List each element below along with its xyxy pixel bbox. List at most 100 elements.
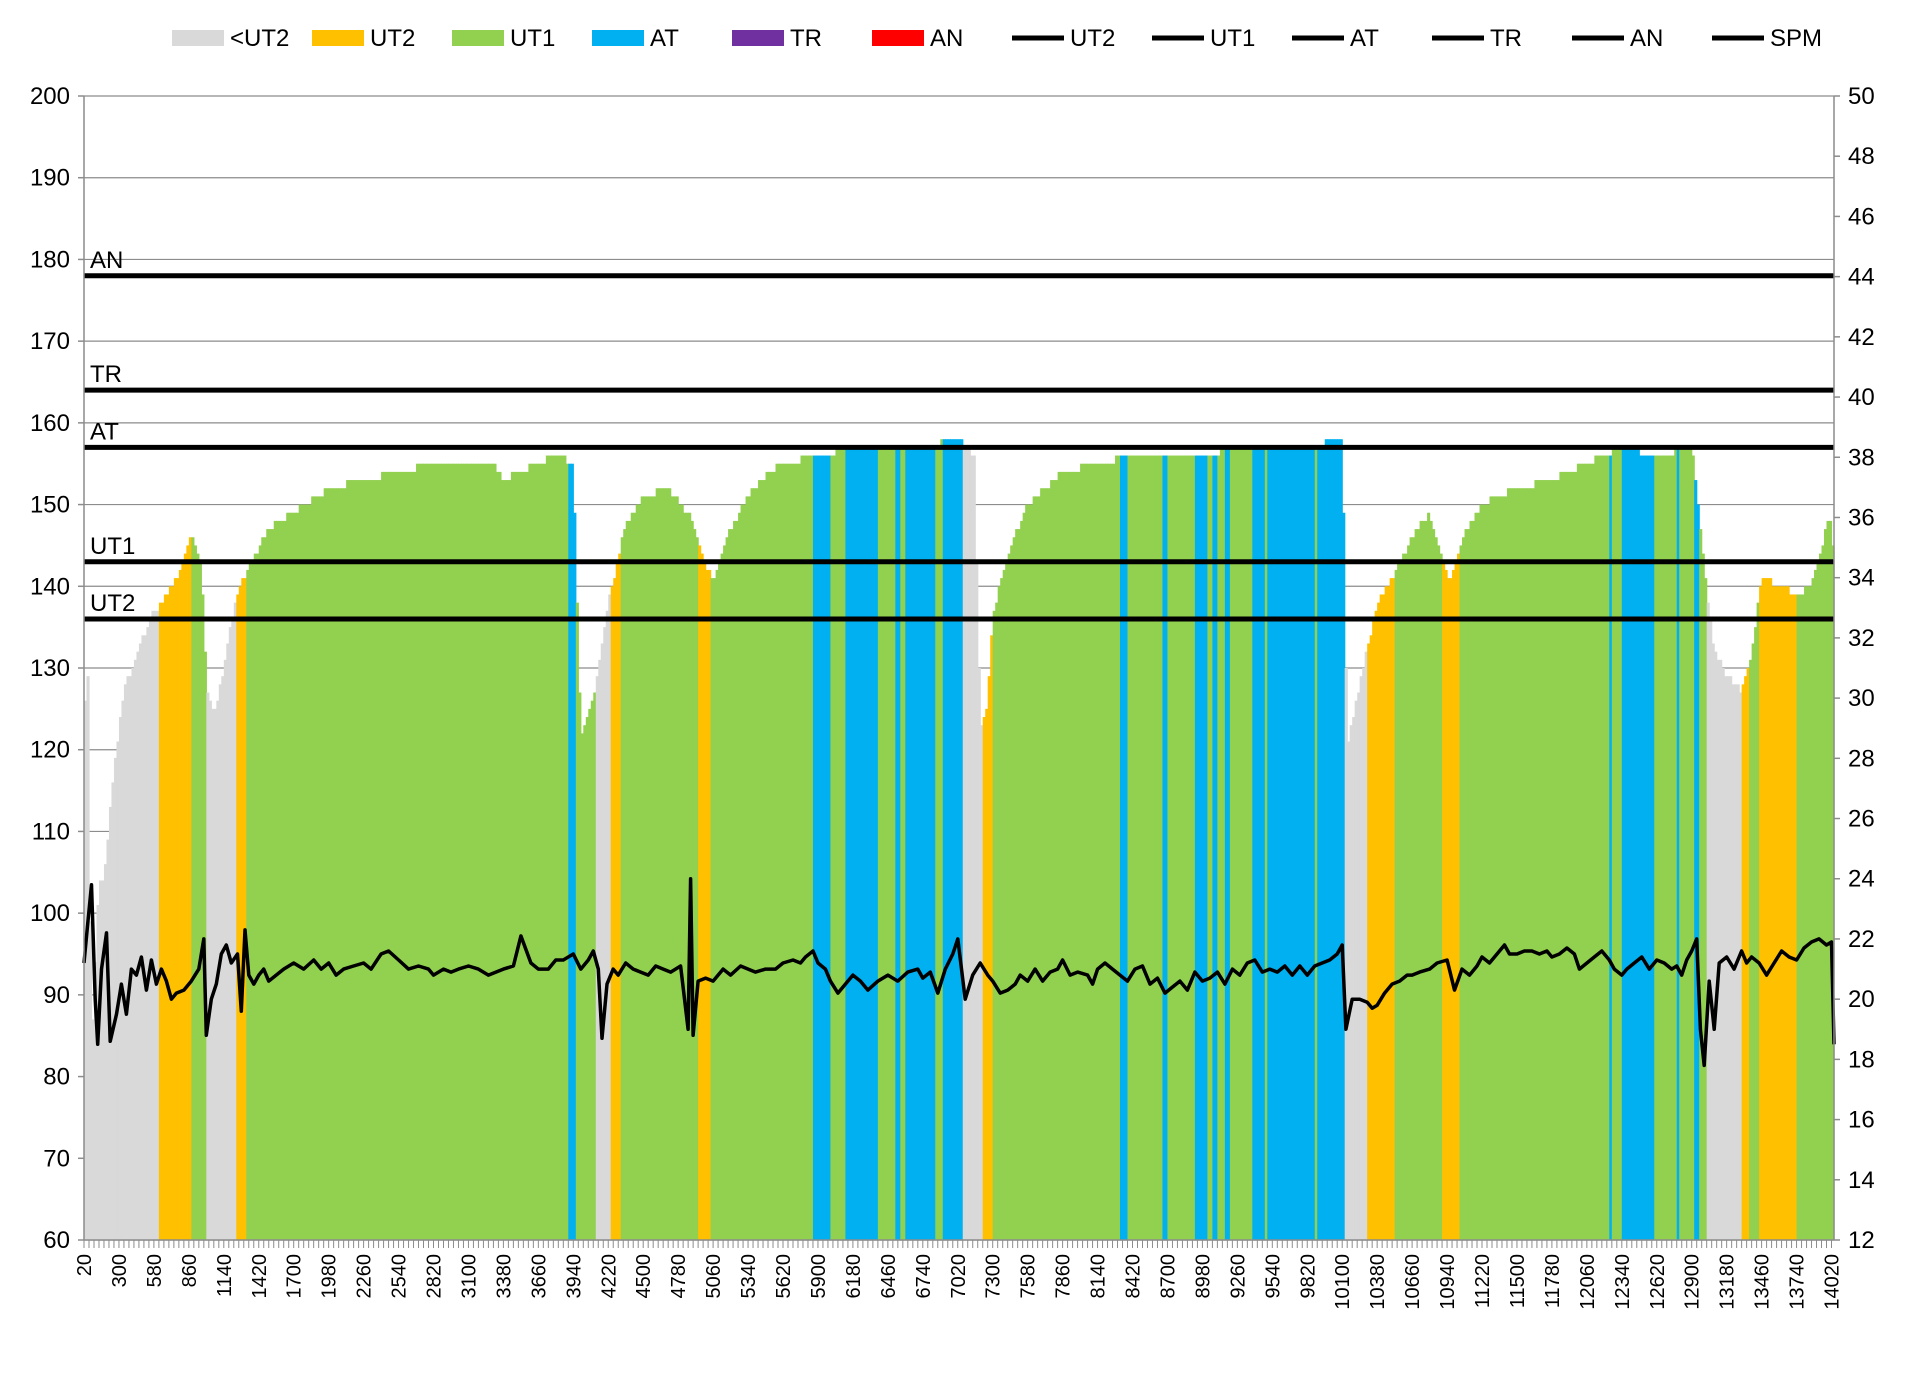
x-tick-label: 7860 — [1053, 1254, 1075, 1299]
hr-bar — [1806, 586, 1810, 1240]
hr-bar — [1789, 594, 1793, 1240]
hr-bar — [268, 529, 272, 1240]
hr-bar — [1524, 488, 1528, 1241]
hr-bar — [306, 504, 310, 1240]
hr-bar — [1551, 480, 1555, 1240]
hr-bar — [168, 586, 172, 1240]
hr-bar — [805, 455, 809, 1240]
hr-bar — [812, 455, 817, 1240]
hr-bar — [1309, 447, 1313, 1240]
y2-tick-label: 22 — [1848, 926, 1875, 953]
hr-bar — [103, 864, 108, 1240]
legend-label: UT2 — [1070, 25, 1115, 52]
y2-tick-label: 14 — [1848, 1167, 1875, 1194]
hr-bar — [1696, 504, 1700, 1240]
hr-bar — [705, 569, 709, 1240]
hr-bar — [1412, 537, 1416, 1240]
x-tick-label: 5620 — [773, 1254, 795, 1299]
hr-bar — [965, 447, 969, 1240]
x-tick-label: 3660 — [528, 1254, 550, 1299]
hr-bar — [1015, 529, 1019, 1240]
hr-bar — [1494, 496, 1498, 1240]
hr-bar — [1589, 463, 1593, 1241]
hr-bar — [241, 578, 245, 1240]
hr-bar — [930, 447, 934, 1240]
hr-bar — [1334, 439, 1338, 1240]
spm-line-group — [82, 876, 1836, 1068]
hr-bar — [391, 471, 395, 1240]
hr-bar — [775, 463, 779, 1241]
hr-bar — [538, 463, 542, 1241]
hr-bar — [658, 488, 662, 1241]
hr-bar — [655, 488, 659, 1241]
hr-bar — [1601, 455, 1605, 1240]
hr-bar — [765, 471, 769, 1240]
hr-bar — [980, 725, 984, 1240]
hr-bar — [376, 480, 380, 1240]
hr-bar — [271, 529, 275, 1240]
hr-bar — [605, 610, 609, 1240]
y2-tick-label: 30 — [1848, 685, 1875, 712]
x-tick-label: 11220 — [1472, 1254, 1494, 1308]
hr-bar — [1501, 496, 1506, 1240]
hr-bar — [1452, 569, 1456, 1240]
hr-bar — [1025, 504, 1029, 1240]
hr-bar — [600, 643, 604, 1240]
hr-bar — [895, 447, 899, 1240]
hr-bar — [1549, 480, 1553, 1240]
hr-bar — [1174, 455, 1179, 1240]
threshold-label-at: AT — [90, 418, 119, 445]
y-tick-label: 90 — [43, 982, 70, 1009]
hr-bar — [206, 692, 210, 1240]
hr-bar — [1586, 463, 1590, 1241]
hr-bar — [915, 447, 919, 1240]
hr-bar — [251, 561, 255, 1240]
hr-bar — [1442, 561, 1446, 1240]
y-tick-label: 60 — [43, 1227, 70, 1254]
hr-bar — [1007, 553, 1011, 1240]
spm-line — [82, 876, 1836, 1068]
hr-bar — [1721, 668, 1725, 1240]
x-tick-label: 9540 — [1262, 1254, 1284, 1299]
hr-bar — [1139, 455, 1144, 1240]
hr-bar — [550, 455, 554, 1240]
hr-bar — [628, 520, 632, 1240]
x-tick-label: 13180 — [1717, 1254, 1739, 1310]
hr-bar — [560, 455, 564, 1240]
hr-bar — [1237, 447, 1241, 1240]
hr-bar — [480, 463, 485, 1241]
hr-bar — [1429, 520, 1433, 1240]
x-tick-label: 10380 — [1367, 1254, 1389, 1310]
hr-bar — [1482, 504, 1486, 1240]
hr-bar — [880, 447, 884, 1240]
hr-bar — [603, 627, 607, 1240]
hr-bar — [950, 439, 954, 1240]
hr-bar — [1531, 488, 1536, 1241]
hr-bar — [1289, 447, 1293, 1240]
legend-swatch — [452, 30, 504, 46]
x-tick-label: 12060 — [1577, 1254, 1599, 1310]
hr-bar — [1337, 439, 1341, 1240]
hr-bar — [1125, 455, 1129, 1240]
hr-bar — [892, 447, 896, 1240]
hr-bar — [1212, 455, 1216, 1240]
hr-bar — [211, 708, 215, 1240]
hr-bar — [1219, 447, 1223, 1240]
hr-bar — [101, 880, 105, 1240]
hr-bar — [1671, 455, 1675, 1240]
hr-bar — [1117, 455, 1121, 1240]
hr-bar — [842, 447, 847, 1240]
hr-bar — [1764, 578, 1768, 1240]
hr-bar — [1264, 447, 1268, 1240]
hr-bar — [1382, 594, 1386, 1240]
hr-bar — [1646, 455, 1650, 1240]
hr-bar — [695, 537, 699, 1240]
hr-bar — [1040, 488, 1044, 1241]
hr-bar — [847, 447, 852, 1240]
hr-bar — [1521, 488, 1526, 1241]
hr-bar — [1634, 447, 1638, 1240]
hr-bar — [585, 717, 589, 1240]
hr-bar — [156, 610, 160, 1240]
hr-bar — [1115, 455, 1119, 1240]
hr-bar — [118, 717, 123, 1240]
